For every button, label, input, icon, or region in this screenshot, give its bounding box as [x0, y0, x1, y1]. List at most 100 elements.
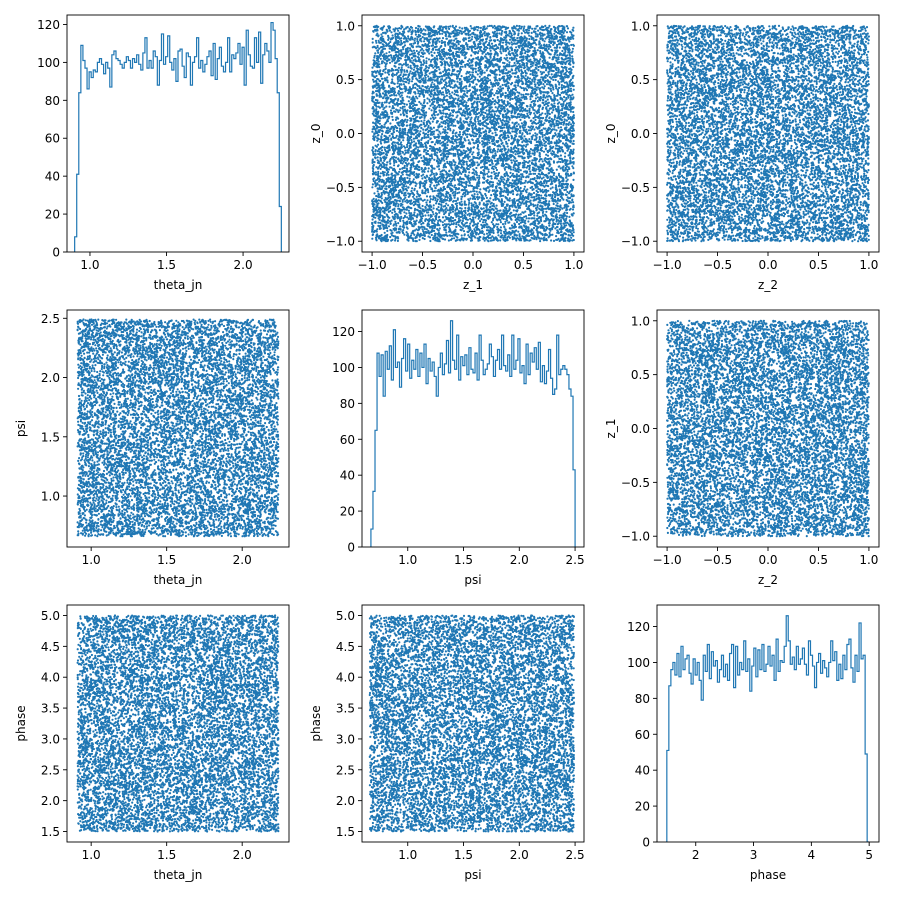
y-tick-label: 120 [37, 18, 60, 32]
y-tick-label: 0.5 [631, 368, 650, 382]
scatter-points [371, 24, 575, 243]
axes-frame [66, 309, 290, 548]
x-tick-label: 2.0 [510, 848, 529, 862]
y-tick-label: 4.5 [41, 640, 60, 654]
x-axis-label: psi [464, 573, 481, 587]
scatter-point-cloud [368, 614, 575, 833]
y-tick-label: 0 [52, 246, 60, 260]
y-tick-label: 1.5 [41, 430, 60, 444]
x-tick-label: 2.5 [566, 553, 585, 567]
x-tick-label: 1.0 [398, 553, 417, 567]
y-tick-label: 0.0 [631, 127, 650, 141]
x-axis-label: theta_jn [154, 278, 203, 292]
scatter-point-cloud [76, 614, 280, 833]
y-tick-label: 3.5 [336, 702, 355, 716]
histogram-step-line [370, 320, 576, 547]
y-tick-label: 20 [635, 800, 650, 814]
y-axis-label: phase [309, 705, 323, 741]
x-tick-label: −0.5 [703, 258, 732, 272]
scatter-point-cloud [666, 319, 870, 538]
y-tick-label: 2.0 [336, 794, 355, 808]
y-tick-label: 2.5 [41, 312, 60, 326]
x-tick-label: 1.5 [157, 258, 176, 272]
scatter-point-cloud [76, 318, 280, 538]
x-tick-label: 2.0 [510, 553, 529, 567]
y-tick-label: −0.5 [621, 476, 650, 490]
y-tick-label: 1.0 [336, 19, 355, 33]
subplot-p43: 2 3 4 5 0 20 40 60 80 100 120 phase [627, 604, 880, 882]
x-tick-label: 1.0 [564, 258, 583, 272]
scatter-point-cloud [371, 24, 575, 243]
subplot-p11: 1.0 1.5 2.0 0 20 40 60 80 100 120 theta_jn [37, 14, 290, 292]
y-tick-label: 0.0 [336, 127, 355, 141]
y-tick-label: 0 [347, 541, 355, 555]
y-axis-label: z_0 [309, 124, 323, 144]
x-tick-label: 1.0 [80, 258, 99, 272]
scatter-point-cloud [666, 24, 870, 243]
x-tick-label: 0.0 [463, 258, 482, 272]
x-axis-label: phase [750, 868, 786, 882]
y-tick-label: −0.5 [326, 181, 355, 195]
scatter-points [76, 614, 280, 833]
subplot-p32: 1.0 1.5 2.0 2.5 0 20 40 60 80 100 120 psi [332, 309, 585, 587]
x-tick-label: 1.5 [454, 848, 473, 862]
y-tick-label: 1.5 [336, 825, 355, 839]
y-tick-label: 1.0 [631, 314, 650, 328]
x-axis-label: z_2 [758, 573, 778, 587]
y-tick-label: 1.0 [41, 490, 60, 504]
y-tick-label: 1.5 [41, 825, 60, 839]
subplot-p33: −1.0 −0.5 0.0 0.5 1.0 −1.0 −0.5 0.0 0.5 1.0 z_2 z_1 [604, 309, 880, 587]
y-tick-label: 120 [332, 325, 355, 339]
subplot-p21: −1.0 −0.5 0.0 0.5 1.0 −1.0 −0.5 0.0 0.5 1.0 z_1 z_0 [309, 14, 585, 292]
subplot-p31: 1.0 1.5 2.0 1.0 1.5 2.0 2.5 theta_jn psi [14, 309, 290, 587]
subplot-p22: −1.0 −0.5 0.0 0.5 1.0 −1.0 −0.5 0.0 0.5 1.0 z_2 z_0 [604, 14, 880, 292]
x-tick-label: 2.0 [233, 553, 252, 567]
axes-frame [361, 309, 585, 548]
y-tick-label: 100 [37, 56, 60, 70]
scatter-points [368, 614, 575, 833]
y-tick-label: 4.0 [336, 671, 355, 685]
x-tick-label: 0.5 [809, 553, 828, 567]
y-tick-label: 2.5 [336, 763, 355, 777]
y-tick-label: 120 [627, 620, 650, 634]
y-tick-label: 4.5 [336, 640, 355, 654]
x-tick-label: 1.0 [859, 553, 878, 567]
x-tick-label: 0.0 [758, 258, 777, 272]
y-tick-label: 0 [642, 836, 650, 850]
y-tick-label: 4.0 [41, 671, 60, 685]
y-axis-label: z_1 [604, 419, 618, 439]
y-tick-label: 5.0 [336, 609, 355, 623]
y-tick-label: 0.5 [336, 73, 355, 87]
scatter-points [666, 24, 870, 243]
y-tick-label: −1.0 [326, 235, 355, 249]
y-axis-label: phase [14, 705, 28, 741]
x-tick-label: 4 [808, 848, 816, 862]
scatter-points [76, 318, 280, 538]
x-tick-label: 1.0 [398, 848, 417, 862]
x-tick-label: 1.0 [82, 553, 101, 567]
x-tick-label: 1.0 [82, 848, 101, 862]
y-tick-label: 5.0 [41, 609, 60, 623]
y-axis-label: psi [14, 420, 28, 437]
x-tick-label: 3 [750, 848, 758, 862]
x-axis-label: psi [464, 868, 481, 882]
x-axis-label: z_1 [463, 278, 483, 292]
x-tick-label: 1.5 [157, 848, 176, 862]
x-tick-label: 5 [865, 848, 873, 862]
y-tick-label: −1.0 [621, 235, 650, 249]
x-tick-label: 0.5 [809, 258, 828, 272]
y-tick-label: 80 [45, 94, 60, 108]
x-axis-label: z_2 [758, 278, 778, 292]
axes-frame [361, 604, 585, 843]
y-tick-label: 3.0 [336, 732, 355, 746]
histogram-step-line [666, 615, 870, 842]
y-tick-label: 80 [635, 692, 650, 706]
x-tick-label: −1.0 [358, 258, 387, 272]
x-axis-label: theta_jn [154, 573, 203, 587]
y-tick-label: 60 [635, 728, 650, 742]
x-tick-label: 1.0 [859, 258, 878, 272]
y-tick-label: 40 [45, 170, 60, 184]
y-tick-label: 40 [340, 469, 355, 483]
y-tick-label: −1.0 [621, 530, 650, 544]
